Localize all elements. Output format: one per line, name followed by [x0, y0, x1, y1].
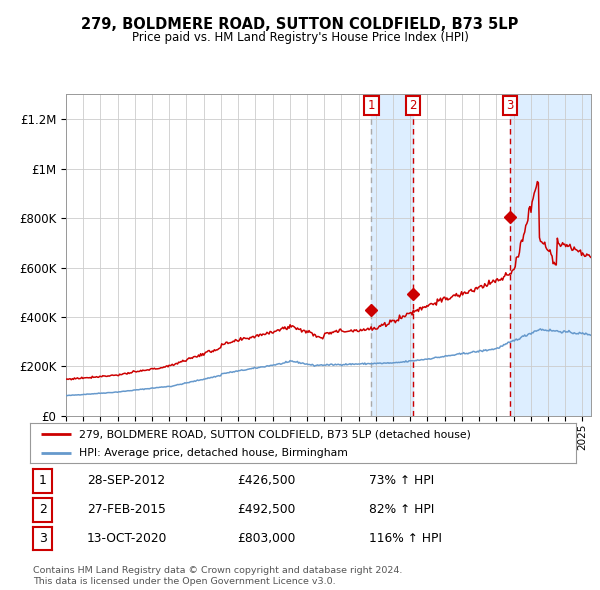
Text: 1: 1 [368, 99, 375, 112]
Text: 279, BOLDMERE ROAD, SUTTON COLDFIELD, B73 5LP: 279, BOLDMERE ROAD, SUTTON COLDFIELD, B7… [82, 17, 518, 31]
Text: 3: 3 [506, 99, 514, 112]
Text: 82% ↑ HPI: 82% ↑ HPI [369, 503, 434, 516]
Text: This data is licensed under the Open Government Licence v3.0.: This data is licensed under the Open Gov… [33, 577, 335, 586]
Text: 27-FEB-2015: 27-FEB-2015 [87, 503, 166, 516]
Text: 73% ↑ HPI: 73% ↑ HPI [369, 474, 434, 487]
Bar [510, 94, 591, 416]
Text: 13-OCT-2020: 13-OCT-2020 [87, 532, 167, 545]
Text: 116% ↑ HPI: 116% ↑ HPI [369, 532, 442, 545]
Text: HPI: Average price, detached house, Birmingham: HPI: Average price, detached house, Birm… [79, 448, 348, 458]
Text: Price paid vs. HM Land Registry's House Price Index (HPI): Price paid vs. HM Land Registry's House … [131, 31, 469, 44]
Text: 2: 2 [409, 99, 416, 112]
Text: £426,500: £426,500 [237, 474, 295, 487]
Text: Contains HM Land Registry data © Crown copyright and database right 2024.: Contains HM Land Registry data © Crown c… [33, 566, 403, 575]
Text: £492,500: £492,500 [237, 503, 295, 516]
Text: 28-SEP-2012: 28-SEP-2012 [87, 474, 165, 487]
Text: £803,000: £803,000 [237, 532, 295, 545]
Bar [371, 94, 413, 416]
Text: 279, BOLDMERE ROAD, SUTTON COLDFIELD, B73 5LP (detached house): 279, BOLDMERE ROAD, SUTTON COLDFIELD, B7… [79, 430, 471, 440]
Text: 1: 1 [38, 474, 47, 487]
Text: 3: 3 [38, 532, 47, 545]
Text: 2: 2 [38, 503, 47, 516]
